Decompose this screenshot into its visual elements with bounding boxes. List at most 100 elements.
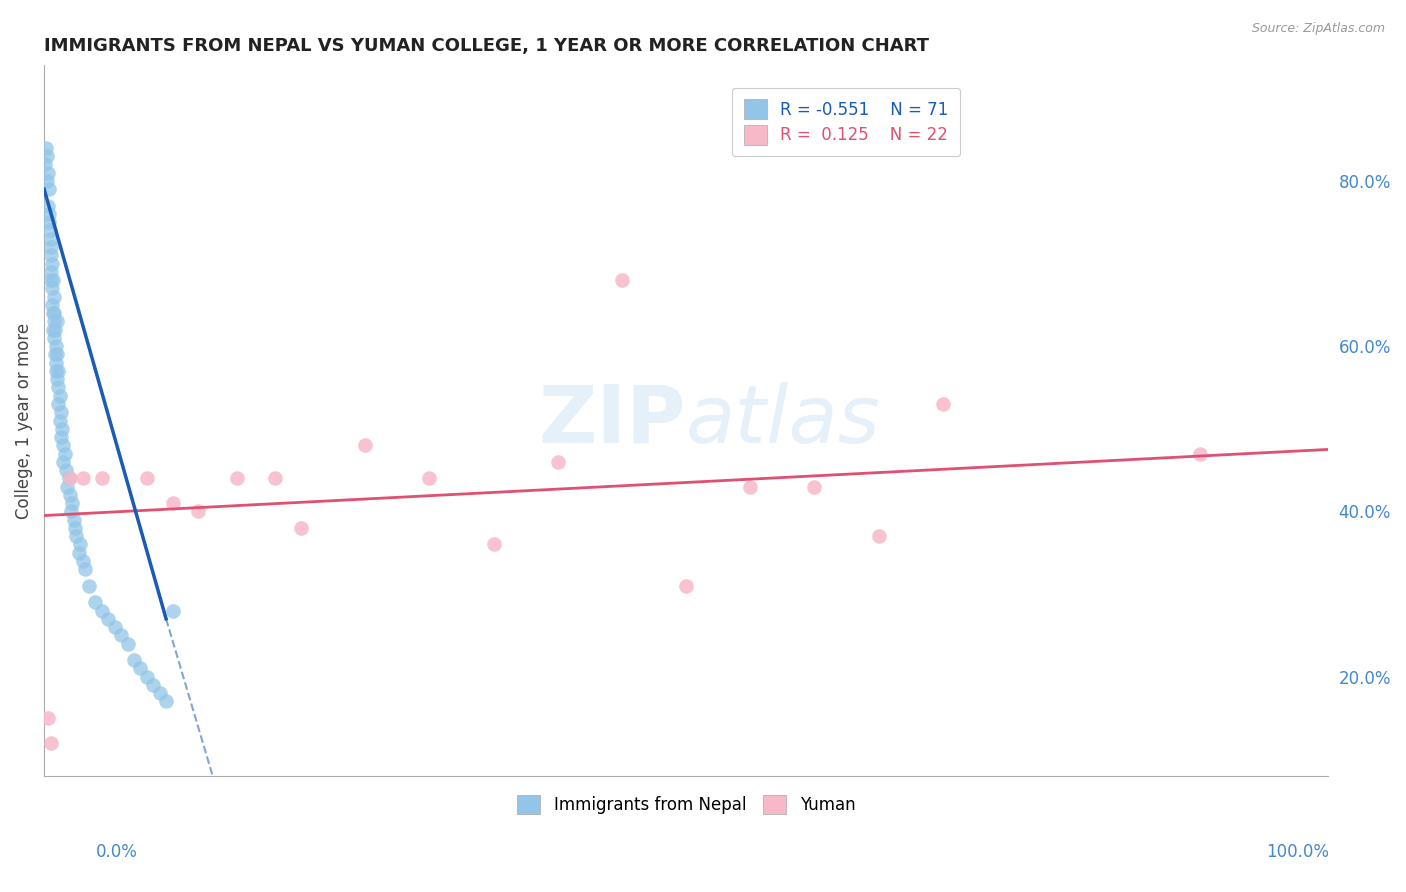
Point	[46, 314, 69, 328]
Point	[932, 397, 955, 411]
Point	[290, 521, 312, 535]
Point	[44, 306, 66, 320]
Point	[740, 480, 762, 494]
Point	[84, 595, 107, 609]
Point	[418, 471, 440, 485]
Point	[46, 364, 69, 378]
Text: 100.0%: 100.0%	[1265, 843, 1329, 861]
Point	[46, 372, 69, 386]
Point	[482, 537, 505, 551]
Point	[38, 215, 60, 229]
Point	[122, 653, 145, 667]
Point	[868, 529, 890, 543]
Point	[135, 471, 157, 485]
Point	[46, 380, 69, 394]
Point	[354, 438, 377, 452]
Point	[45, 339, 67, 353]
Point	[162, 603, 184, 617]
Point	[59, 488, 82, 502]
Text: atlas: atlas	[686, 382, 880, 459]
Text: ZIP: ZIP	[538, 382, 686, 459]
Point	[69, 537, 91, 551]
Point	[42, 289, 65, 303]
Point	[39, 248, 62, 262]
Point	[610, 273, 633, 287]
Point	[46, 397, 69, 411]
Point	[49, 430, 72, 444]
Point	[97, 612, 120, 626]
Point	[39, 232, 62, 246]
Point	[63, 521, 86, 535]
Point	[37, 149, 59, 163]
Point	[60, 504, 83, 518]
Point	[90, 603, 112, 617]
Point	[38, 182, 60, 196]
Text: IMMIGRANTS FROM NEPAL VS YUMAN COLLEGE, 1 YEAR OR MORE CORRELATION CHART: IMMIGRANTS FROM NEPAL VS YUMAN COLLEGE, …	[44, 37, 929, 55]
Legend: Immigrants from Nepal, Yuman: Immigrants from Nepal, Yuman	[510, 789, 862, 821]
Point	[45, 364, 67, 378]
Point	[803, 480, 825, 494]
Point	[187, 504, 209, 518]
Text: Source: ZipAtlas.com: Source: ZipAtlas.com	[1251, 22, 1385, 36]
Point	[55, 463, 77, 477]
Point	[547, 455, 569, 469]
Point	[38, 223, 60, 237]
Point	[225, 471, 247, 485]
Point	[110, 628, 132, 642]
Point	[59, 471, 82, 485]
Point	[264, 471, 287, 485]
Point	[1188, 446, 1211, 460]
Point	[44, 323, 66, 337]
Point	[77, 579, 100, 593]
Point	[52, 455, 75, 469]
Point	[162, 496, 184, 510]
Point	[39, 240, 62, 254]
Y-axis label: College, 1 year or more: College, 1 year or more	[15, 322, 32, 518]
Point	[39, 273, 62, 287]
Point	[67, 546, 90, 560]
Point	[58, 471, 80, 485]
Text: 0.0%: 0.0%	[96, 843, 138, 861]
Point	[35, 174, 58, 188]
Point	[42, 306, 65, 320]
Point	[37, 166, 59, 180]
Point	[42, 314, 65, 328]
Point	[39, 265, 62, 279]
Point	[38, 207, 60, 221]
Point	[52, 438, 75, 452]
Point	[62, 513, 84, 527]
Point	[53, 446, 76, 460]
Point	[48, 389, 70, 403]
Point	[142, 678, 165, 692]
Point	[34, 157, 56, 171]
Point	[41, 256, 63, 270]
Point	[90, 471, 112, 485]
Point	[41, 298, 63, 312]
Point	[117, 637, 139, 651]
Point	[42, 323, 65, 337]
Point	[155, 694, 177, 708]
Point	[42, 273, 65, 287]
Point	[44, 347, 66, 361]
Point	[48, 413, 70, 427]
Point	[46, 347, 69, 361]
Point	[51, 422, 73, 436]
Point	[75, 562, 97, 576]
Point	[39, 736, 62, 750]
Point	[41, 281, 63, 295]
Point	[49, 405, 72, 419]
Point	[45, 356, 67, 370]
Point	[135, 670, 157, 684]
Point	[37, 199, 59, 213]
Point	[56, 480, 79, 494]
Point	[129, 661, 152, 675]
Point	[60, 496, 83, 510]
Point	[44, 331, 66, 345]
Point	[37, 711, 59, 725]
Point	[149, 686, 172, 700]
Point	[72, 471, 94, 485]
Point	[675, 579, 697, 593]
Point	[65, 529, 87, 543]
Point	[72, 554, 94, 568]
Point	[104, 620, 127, 634]
